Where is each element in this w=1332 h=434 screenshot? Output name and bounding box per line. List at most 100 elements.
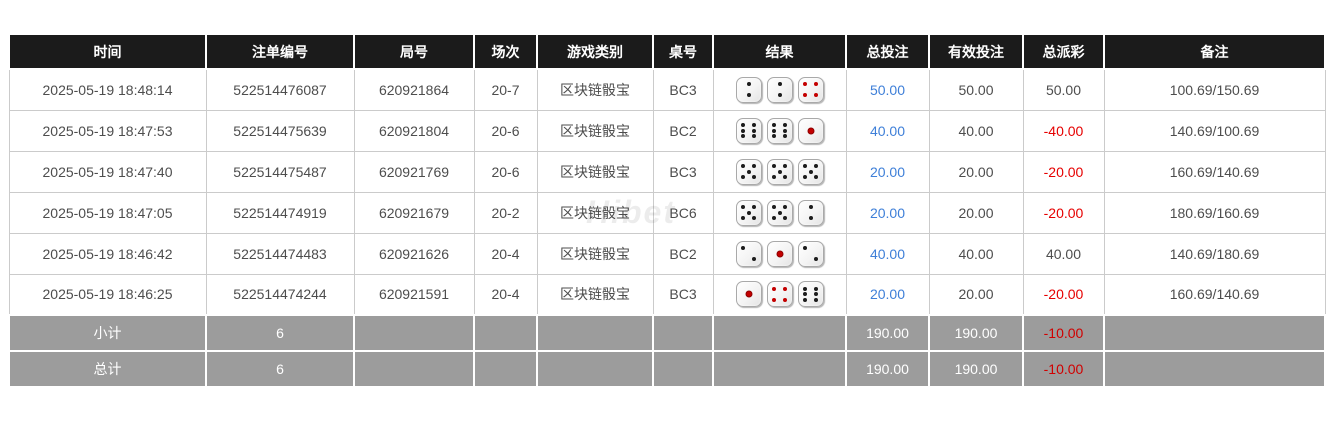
cell-total-payout: -20.00	[1022, 191, 1105, 234]
col-header-total_payout: 总派彩	[1022, 33, 1105, 70]
die-2-icon	[735, 76, 762, 103]
subtotal-session	[473, 314, 538, 352]
cell-time: 2025-05-19 18:47:40	[8, 150, 207, 193]
die-2-icon	[797, 240, 824, 267]
cell-bet-id: 522514474483	[205, 232, 355, 275]
table-row: 2025-05-19 18:48:14 522514476087 620921864…	[8, 68, 1326, 111]
subtotal-result	[712, 314, 847, 352]
cell-valid-bet: 40.00	[928, 109, 1024, 152]
total-bet-id: 6	[205, 350, 355, 388]
cell-result	[712, 273, 847, 316]
die-6-icon	[766, 117, 793, 144]
die-4-icon	[766, 281, 793, 308]
cell-round-no: 620921591	[353, 273, 475, 316]
die-1-icon	[766, 240, 793, 267]
cell-total-payout: -20.00	[1022, 273, 1105, 316]
total-valid-bet: 190.00	[928, 350, 1024, 388]
total-bet-link[interactable]: 40.00	[845, 232, 930, 275]
table-footer: 小计 6 190.00 190.00 -10.00 总计 6 190.00 190.00 -10.…	[8, 314, 1326, 388]
total-result	[712, 350, 847, 388]
cell-session: 20-2	[473, 191, 538, 234]
cell-result	[712, 232, 847, 275]
die-5-icon	[766, 158, 793, 185]
total-bet-link[interactable]: 20.00	[845, 150, 930, 193]
cell-result	[712, 191, 847, 234]
subtotal-remark	[1103, 314, 1326, 352]
subtotal-game-type	[536, 314, 654, 352]
die-4-icon	[797, 76, 824, 103]
cell-remark: 160.69/140.69	[1103, 273, 1326, 316]
cell-total-payout: -20.00	[1022, 150, 1105, 193]
total-time: 总计	[8, 350, 207, 388]
table-row: 2025-05-19 18:46:25 522514474244 620921591…	[8, 273, 1326, 316]
table-row: 2025-05-19 18:47:40 522514475487 620921769…	[8, 150, 1326, 193]
cell-session: 20-6	[473, 150, 538, 193]
total-bet-link[interactable]: 20.00	[845, 191, 930, 234]
subtotal-row: 小计 6 190.00 190.00 -10.00	[8, 314, 1326, 352]
die-5-icon	[797, 158, 824, 185]
col-header-bet_id: 注单编号	[205, 33, 355, 70]
cell-session: 20-6	[473, 109, 538, 152]
total-game-type	[536, 350, 654, 388]
total-session	[473, 350, 538, 388]
cell-table-no: BC3	[652, 68, 714, 111]
cell-game-type: 区块链骰宝	[536, 232, 654, 275]
die-5-icon	[766, 199, 793, 226]
cell-game-type: 区块链骰宝	[536, 109, 654, 152]
cell-round-no: 620921679	[353, 191, 475, 234]
dice-result	[716, 117, 844, 144]
subtotal-valid-bet: 190.00	[928, 314, 1024, 352]
col-header-remark: 备注	[1103, 33, 1326, 70]
subtotal-round-no	[353, 314, 475, 352]
die-6-icon	[797, 281, 824, 308]
col-header-result: 结果	[712, 33, 847, 70]
cell-round-no: 620921769	[353, 150, 475, 193]
cell-bet-id: 522514474244	[205, 273, 355, 316]
table-body: 2025-05-19 18:48:14 522514476087 620921864…	[8, 68, 1326, 316]
die-1-icon	[735, 281, 762, 308]
subtotal-total-payout: -10.00	[1022, 314, 1105, 352]
cell-round-no: 620921626	[353, 232, 475, 275]
die-1-icon	[797, 117, 824, 144]
die-2-icon	[797, 199, 824, 226]
cell-result	[712, 150, 847, 193]
dice-result	[716, 158, 844, 185]
col-header-round_no: 局号	[353, 33, 475, 70]
table-row: 2025-05-19 18:46:42 522514474483 620921626…	[8, 232, 1326, 275]
cell-bet-id: 522514474919	[205, 191, 355, 234]
col-header-time: 时间	[8, 33, 207, 70]
cell-remark: 140.69/180.69	[1103, 232, 1326, 275]
subtotal-time: 小计	[8, 314, 207, 352]
cell-round-no: 620921804	[353, 109, 475, 152]
cell-round-no: 620921864	[353, 68, 475, 111]
cell-game-type: 区块链骰宝	[536, 273, 654, 316]
cell-time: 2025-05-19 18:46:25	[8, 273, 207, 316]
cell-table-no: BC2	[652, 109, 714, 152]
cell-valid-bet: 20.00	[928, 150, 1024, 193]
cell-table-no: BC6	[652, 191, 714, 234]
cell-valid-bet: 40.00	[928, 232, 1024, 275]
cell-remark: 160.69/140.69	[1103, 150, 1326, 193]
cell-bet-id: 522514475639	[205, 109, 355, 152]
cell-total-payout: 40.00	[1022, 232, 1105, 275]
table-row: 2025-05-19 18:47:05 522514474919 620921679…	[8, 191, 1326, 234]
total-bet-link[interactable]: 50.00	[845, 68, 930, 111]
cell-session: 20-7	[473, 68, 538, 111]
cell-bet-id: 522514476087	[205, 68, 355, 111]
total-table-no	[652, 350, 714, 388]
cell-game-type: 区块链骰宝	[536, 150, 654, 193]
cell-remark: 180.69/160.69	[1103, 191, 1326, 234]
total-round-no	[353, 350, 475, 388]
subtotal-table-no	[652, 314, 714, 352]
total-bet-link[interactable]: 20.00	[845, 273, 930, 316]
total-bet-link[interactable]: 40.00	[845, 109, 930, 152]
col-header-total_bet: 总投注	[845, 33, 930, 70]
col-header-valid_bet: 有效投注	[928, 33, 1024, 70]
cell-valid-bet: 20.00	[928, 273, 1024, 316]
col-header-session: 场次	[473, 33, 538, 70]
die-5-icon	[735, 199, 762, 226]
cell-result	[712, 109, 847, 152]
table-header: 时间 注单编号 局号 场次 游戏类别 桌号 结果 总投注 有效投注 总派彩 备注	[8, 33, 1326, 70]
cell-remark: 140.69/100.69	[1103, 109, 1326, 152]
